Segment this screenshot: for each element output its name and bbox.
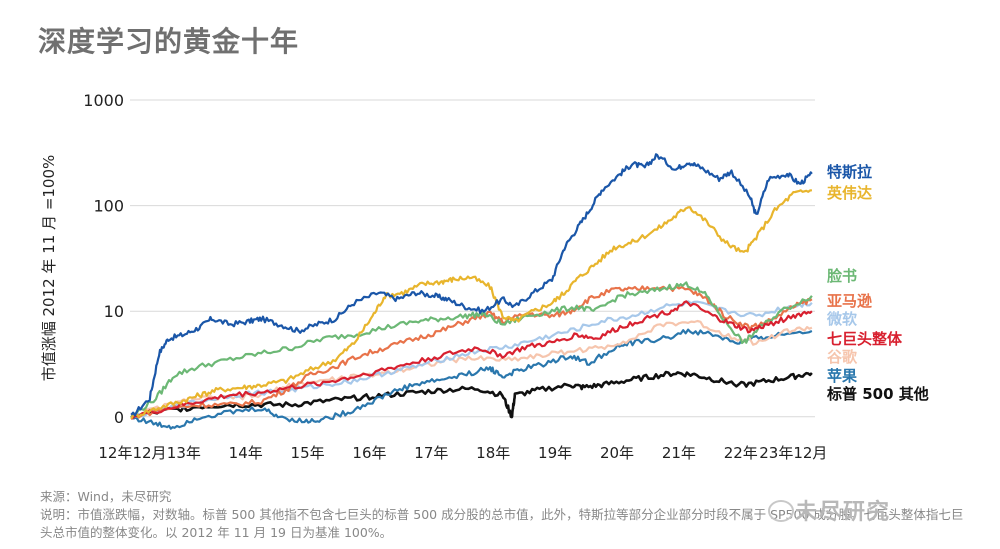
x-tick-label: 17年 bbox=[414, 444, 448, 462]
y-tick-label: 10 bbox=[104, 302, 124, 321]
legend-item: 七巨头整体 bbox=[827, 330, 903, 348]
series-line-8 bbox=[130, 370, 813, 419]
x-tick-label: 15年 bbox=[291, 444, 325, 462]
legend-item: 微软 bbox=[826, 310, 857, 328]
x-tick-label: 19年 bbox=[538, 444, 572, 462]
y-tick-label: 0 bbox=[114, 408, 124, 427]
y-tick-label: 1000 bbox=[83, 91, 124, 110]
x-tick-label: 20年 bbox=[600, 444, 634, 462]
series-line-7 bbox=[130, 328, 813, 430]
y-axis-title: 市值涨幅 2012 年 11 月 =100% bbox=[40, 155, 58, 382]
series-line-0 bbox=[130, 153, 813, 417]
legend-item: 特斯拉 bbox=[827, 163, 872, 181]
x-tick-label: 22年 bbox=[724, 444, 758, 462]
x-tick-label: 18年 bbox=[476, 444, 510, 462]
x-axis-ticks: 12年12月 13年 14年 15年 16年 17年 18年 19年 20年 21年 22年 23年1… bbox=[98, 444, 827, 462]
x-tick-label: 14年 bbox=[229, 444, 263, 462]
x-tick-label: 12年12月 bbox=[98, 444, 166, 462]
x-tick-label: 13年 bbox=[167, 444, 201, 462]
watermark: 未尽研究 bbox=[795, 500, 892, 525]
grid-lines bbox=[130, 99, 815, 418]
series-line-5 bbox=[130, 300, 813, 420]
legend-item: 亚马逊 bbox=[827, 292, 872, 310]
page-title: 深度学习的黄金十年 bbox=[38, 25, 300, 58]
legend-item: 苹果 bbox=[827, 367, 858, 385]
legend-item: 标普 500 其他 bbox=[826, 385, 929, 403]
x-tick-label: 16年 bbox=[352, 444, 386, 462]
legend-item: 脸书 bbox=[827, 267, 857, 285]
source-text: 来源：Wind，未尽研究 bbox=[40, 489, 172, 504]
x-tick-label: 23年12月 bbox=[759, 444, 827, 462]
series-line-2 bbox=[130, 281, 813, 419]
wechat-icon bbox=[768, 500, 794, 522]
legend-item: 英伟达 bbox=[827, 184, 872, 202]
x-tick-label: 21年 bbox=[662, 444, 696, 462]
note-text: 说明：市值涨跌幅，对数轴。标普 500 其他指不包含七巨头的标普 500 成分股… bbox=[40, 507, 964, 540]
y-tick-label: 100 bbox=[93, 197, 124, 216]
legend-item: 谷歌 bbox=[827, 348, 858, 366]
series-lines bbox=[130, 153, 813, 430]
